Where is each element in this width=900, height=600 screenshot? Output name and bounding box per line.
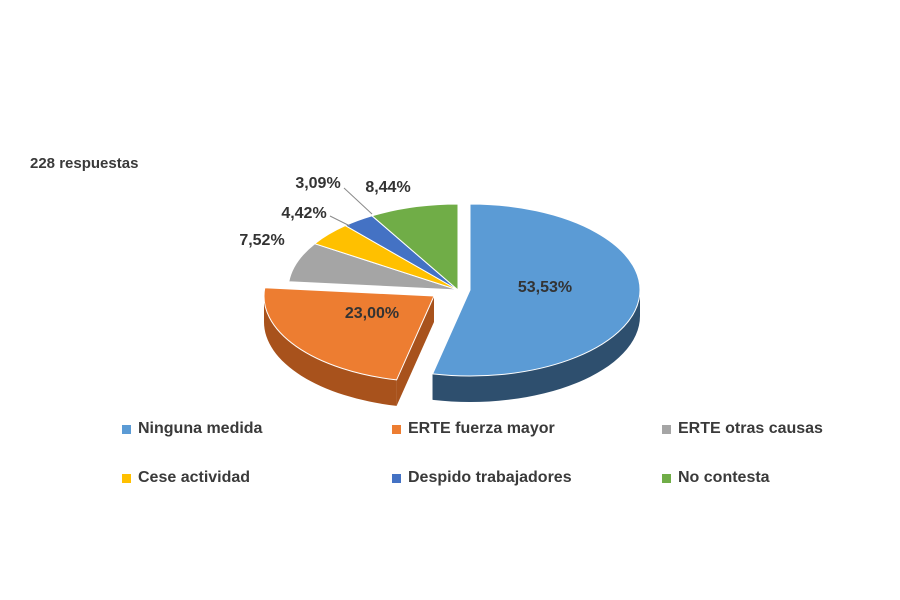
pie-slice-cut-erte-fuerza-mayor bbox=[396, 296, 434, 406]
leader-line-despido-trabajadores bbox=[343, 187, 373, 215]
pie-slice-erte-fuerza-mayor bbox=[263, 287, 435, 381]
data-label-cese-actividad: 4,42% bbox=[281, 205, 326, 222]
data-label-despido-trabajadores: 3,09% bbox=[295, 175, 340, 192]
data-label-erte-otras-causas: 7,52% bbox=[239, 232, 284, 249]
pie-slice-no-contesta bbox=[370, 203, 459, 292]
leader-line-cese-actividad bbox=[329, 215, 351, 227]
data-label-ninguna-medida: 53,53% bbox=[518, 279, 572, 296]
pie-slice-side-erte-fuerza-mayor bbox=[264, 296, 397, 406]
pie-slice-ninguna-medida bbox=[431, 203, 641, 377]
data-label-erte-fuerza-mayor: 23,00% bbox=[345, 305, 399, 322]
chart-subtitle: 228 respuestas bbox=[30, 155, 139, 172]
pie-slice-side-ninguna-medida bbox=[432, 290, 640, 402]
data-label-no-contesta: 8,44% bbox=[365, 179, 410, 196]
